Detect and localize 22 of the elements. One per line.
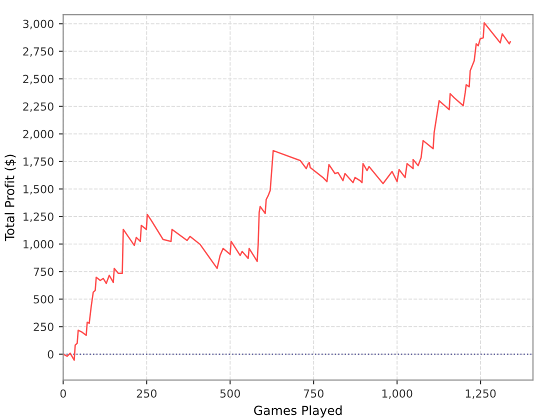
y-tick-label: 2,500 bbox=[23, 74, 54, 84]
x-tick-label: 750 bbox=[304, 389, 324, 398]
y-tick-label: 750 bbox=[34, 268, 54, 276]
y-tick-label: 1,750 bbox=[24, 157, 54, 167]
x-axis-title: Games Played bbox=[254, 405, 342, 418]
x-tick-label: 1,000 bbox=[382, 389, 412, 399]
y-tick-label: 250 bbox=[34, 322, 54, 332]
x-tick-label: 250 bbox=[136, 389, 157, 398]
y-tick-label: 2,750 bbox=[23, 47, 54, 57]
y-tick-label: 1,000 bbox=[24, 240, 54, 250]
y-tick-label: 2,000 bbox=[23, 130, 54, 140]
y-tick-label: 1,500 bbox=[24, 184, 54, 194]
y-tick-label: 0 bbox=[48, 350, 54, 359]
y-tick-label: 1,250 bbox=[24, 212, 54, 222]
x-tick-label: 500 bbox=[220, 389, 240, 398]
x-tick-label: 1,250 bbox=[466, 389, 496, 399]
y-axis-title: Total Profit ($) bbox=[4, 154, 16, 242]
y-tick-label: 500 bbox=[34, 295, 54, 304]
y-tick-label: 3,000 bbox=[23, 20, 54, 30]
line-series bbox=[63, 22, 511, 361]
x-tick-label: 0 bbox=[60, 389, 66, 398]
y-tick-label: 2,250 bbox=[23, 102, 54, 112]
